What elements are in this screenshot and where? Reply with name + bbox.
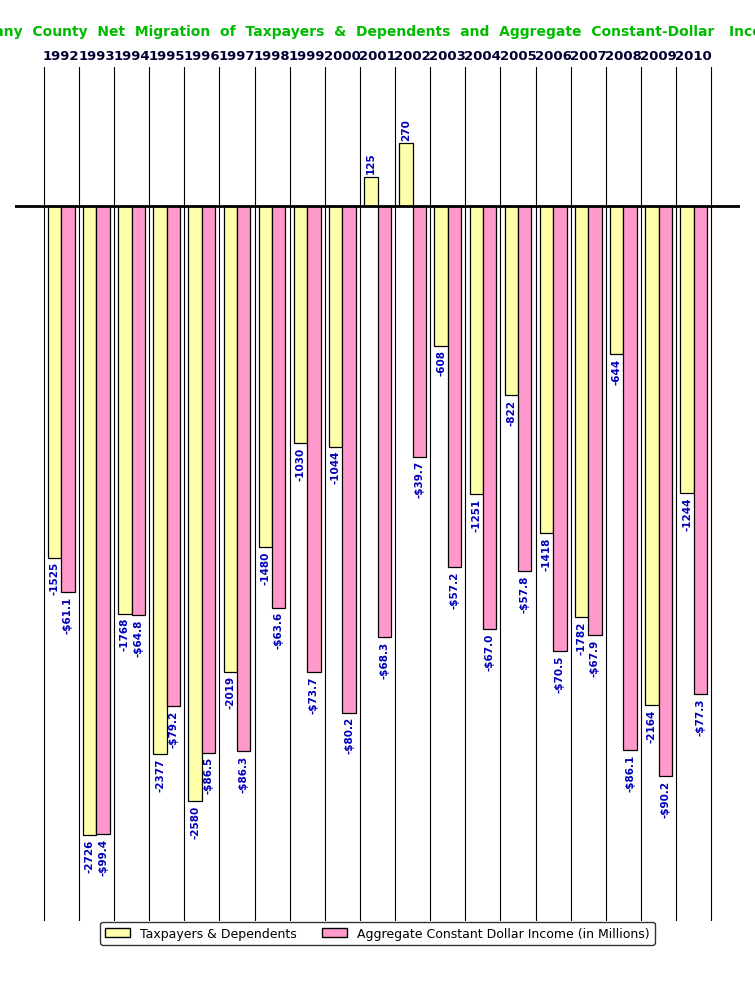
Bar [470,206,483,495]
Bar [329,206,342,447]
Bar [364,177,378,206]
Text: -$67.9: -$67.9 [590,639,600,676]
Text: -2726: -2726 [85,838,95,872]
Bar [448,206,461,568]
Bar [131,206,145,615]
Text: -$86.1: -$86.1 [625,753,635,791]
Bar [223,206,237,671]
Bar [272,206,285,608]
Bar [202,206,215,753]
Text: -$39.7: -$39.7 [414,460,424,498]
Bar [259,206,272,547]
Text: -$57.8: -$57.8 [519,575,530,612]
Text: -608: -608 [436,350,446,376]
Text: -$64.8: -$64.8 [133,619,143,657]
Text: -644: -644 [612,358,622,385]
Text: -2377: -2377 [155,758,165,792]
Text: -$77.3: -$77.3 [695,698,705,736]
Bar [680,206,694,493]
Bar [413,206,426,458]
Text: -$61.1: -$61.1 [63,596,73,633]
Text: -$68.3: -$68.3 [379,641,389,678]
Bar [540,206,553,533]
Text: -1244: -1244 [682,497,692,530]
Bar [504,206,518,396]
Bar [153,206,167,754]
Text: -$70.5: -$70.5 [555,656,565,692]
Bar [97,206,109,834]
Text: -$86.5: -$86.5 [204,756,214,794]
Text: -2164: -2164 [647,709,657,742]
Text: -$73.7: -$73.7 [309,675,319,713]
Bar [237,206,251,751]
Text: -1418: -1418 [541,536,551,570]
Text: -$67.0: -$67.0 [485,633,495,670]
Text: -2019: -2019 [225,675,236,708]
Bar [342,206,356,713]
Bar [694,206,707,695]
Text: -1782: -1782 [577,620,587,654]
Text: -$90.2: -$90.2 [660,780,670,816]
Text: -$80.2: -$80.2 [344,717,354,753]
Bar [167,206,180,707]
Bar [624,206,636,750]
Bar [553,206,566,652]
Bar [483,206,496,630]
Bar [294,206,307,444]
Bar [610,206,624,355]
Text: -2580: -2580 [190,805,200,838]
Bar [61,206,75,593]
Text: Albany  County  Net  Migration  of  Taxpayers  &  Dependents  and  Aggregate  Co: Albany County Net Migration of Taxpayers… [0,25,755,38]
Bar [399,144,413,206]
Text: -1030: -1030 [295,448,306,480]
Bar [307,206,321,671]
Bar [378,206,391,638]
Bar [646,206,658,705]
Text: -1525: -1525 [50,561,60,595]
Text: -$99.4: -$99.4 [98,838,108,875]
Bar [83,206,97,835]
Legend: Taxpayers & Dependents, Aggregate Constant Dollar Income (in Millions): Taxpayers & Dependents, Aggregate Consta… [100,922,655,945]
Text: -822: -822 [507,399,516,425]
Bar [518,206,532,572]
Bar [434,206,448,346]
Bar [189,206,202,802]
Text: -1768: -1768 [120,617,130,651]
Bar [575,206,588,617]
Bar [588,206,602,635]
Text: 270: 270 [401,118,411,141]
Text: -1480: -1480 [260,551,270,585]
Text: -$57.2: -$57.2 [449,571,460,608]
Bar [658,206,672,776]
Text: 125: 125 [366,153,376,175]
Bar [48,206,61,558]
Text: -$63.6: -$63.6 [274,611,284,649]
Text: -$86.3: -$86.3 [239,755,248,792]
Bar [119,206,131,614]
Text: -1251: -1251 [471,498,481,531]
Text: -$79.2: -$79.2 [168,710,178,747]
Text: -1044: -1044 [331,451,341,484]
